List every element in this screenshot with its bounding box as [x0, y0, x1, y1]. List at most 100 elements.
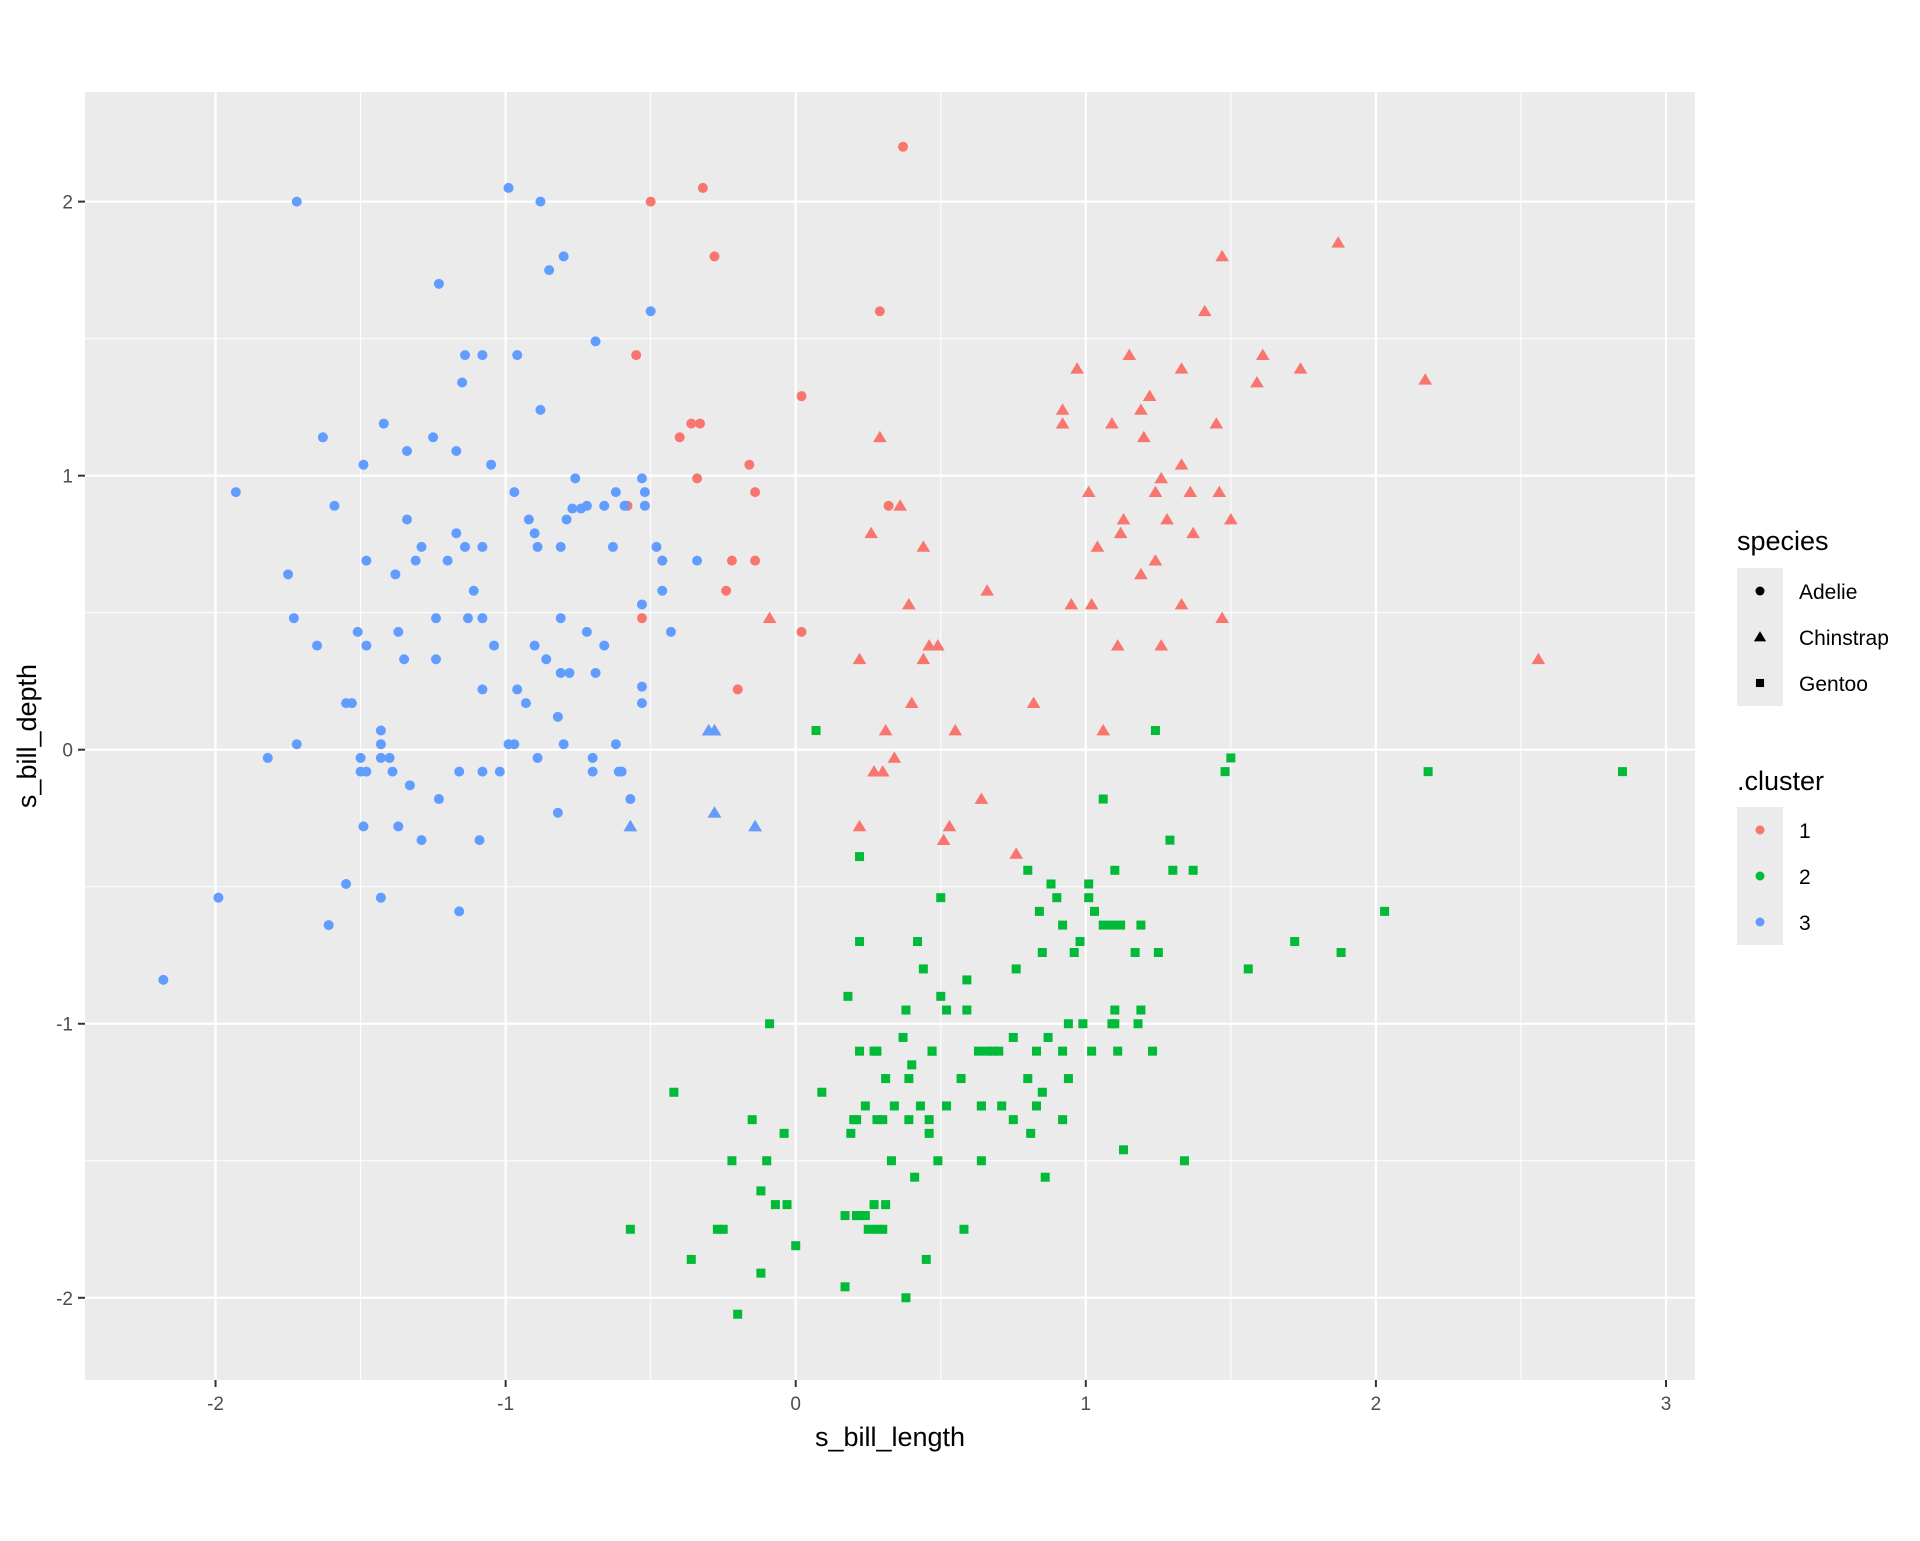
data-point: [726, 555, 737, 566]
data-point: [1136, 920, 1146, 930]
legend-key-symbol: [1755, 917, 1765, 927]
data-point: [893, 499, 907, 511]
data-point: [962, 1005, 972, 1015]
data-point: [651, 541, 662, 552]
data-point: [796, 391, 807, 402]
data-point: [770, 1200, 780, 1210]
data-point: [1046, 879, 1056, 889]
data-point: [387, 766, 398, 777]
series-gentoo-cluster-2: [625, 726, 1627, 1319]
data-point: [898, 1032, 908, 1042]
data-point: [1290, 937, 1300, 947]
data-point: [750, 487, 761, 498]
data-point: [428, 432, 439, 443]
data-point: [721, 585, 732, 596]
x-tick-label: -1: [497, 1394, 514, 1415]
data-point: [869, 1046, 879, 1056]
data-point: [587, 766, 598, 777]
data-point: [873, 430, 887, 443]
data-point: [811, 726, 821, 736]
y-axis-title: s_bill_depth: [12, 664, 42, 808]
data-point: [1119, 1145, 1129, 1155]
data-point: [878, 1224, 888, 1234]
data-point: [1052, 893, 1062, 903]
data-point: [552, 807, 563, 818]
x-tick-label: 3: [1661, 1394, 1672, 1415]
data-point: [956, 1074, 966, 1084]
series-chinstrap-cluster-3: [623, 724, 762, 832]
y-tick-label: -1: [56, 1015, 73, 1036]
data-point: [712, 1224, 722, 1234]
data-point: [402, 445, 412, 456]
data-point: [375, 739, 386, 750]
data-point: [1084, 597, 1099, 610]
data-point: [1034, 906, 1044, 916]
data-point: [509, 739, 520, 750]
data-point: [317, 432, 328, 443]
data-point: [1186, 526, 1200, 539]
data-point: [1031, 1046, 1041, 1056]
data-point: [541, 654, 552, 665]
data-point: [901, 1293, 911, 1303]
legend-label: Chinstrap: [1799, 627, 1889, 650]
data-point: [916, 652, 931, 665]
data-point: [733, 1309, 743, 1319]
data-point: [390, 569, 401, 580]
data-point: [1075, 937, 1085, 947]
data-point: [840, 1282, 850, 1292]
data-point: [869, 1200, 879, 1210]
data-point: [1037, 1087, 1047, 1097]
data-point: [727, 1156, 737, 1166]
data-point: [291, 739, 302, 750]
data-point: [921, 1254, 931, 1264]
data-point: [636, 613, 647, 624]
data-point: [674, 432, 685, 443]
data-point: [1098, 920, 1108, 930]
legends: species Adelie Chinstrap Gentoo .cluster 1 2 3: [1737, 526, 1889, 945]
data-point: [887, 751, 902, 763]
data-point: [1134, 403, 1148, 415]
data-point: [532, 541, 543, 552]
data-point: [860, 1211, 870, 1221]
data-point: [312, 640, 323, 651]
data-point: [291, 196, 302, 207]
data-point: [645, 306, 656, 317]
data-point: [855, 1046, 865, 1056]
data-point: [1078, 1019, 1088, 1029]
data-point: [765, 1019, 775, 1029]
data-point: [883, 500, 894, 511]
data-point: [1137, 430, 1151, 443]
data-point: [555, 667, 566, 678]
legend-label: 1: [1799, 820, 1811, 843]
data-point: [477, 350, 488, 361]
data-point: [1220, 767, 1230, 777]
data-point: [468, 585, 479, 596]
data-point: [1226, 753, 1236, 763]
data-point: [931, 639, 945, 651]
data-point: [590, 336, 601, 347]
data-point: [460, 541, 471, 552]
legend-key-symbol: [1755, 871, 1765, 881]
data-point: [1110, 639, 1125, 651]
legend-key-symbol: [1755, 825, 1765, 835]
data-point: [707, 806, 722, 818]
data-point: [817, 1087, 827, 1097]
data-point: [384, 752, 395, 763]
data-point: [587, 752, 598, 763]
legend-title: species: [1737, 526, 1829, 556]
data-point: [570, 473, 581, 484]
data-point: [936, 991, 946, 1001]
legend-cluster: .cluster 1 2 3: [1737, 766, 1824, 945]
data-point: [988, 1046, 998, 1056]
data-point: [1133, 1019, 1143, 1029]
data-point: [942, 1005, 952, 1015]
data-point: [1090, 540, 1105, 552]
data-point: [636, 473, 647, 484]
data-point: [581, 626, 592, 637]
plot-panel: [85, 92, 1695, 1380]
data-point: [1174, 362, 1189, 374]
data-point: [1008, 1032, 1018, 1042]
series-adelie-cluster-3: [158, 182, 703, 985]
data-point: [616, 766, 627, 777]
data-point: [1617, 767, 1627, 777]
